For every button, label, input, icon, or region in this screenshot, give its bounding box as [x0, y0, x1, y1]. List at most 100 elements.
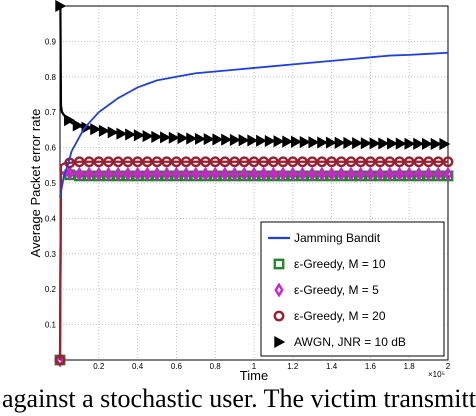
- marker-egreedy-m20: [219, 156, 231, 168]
- legend-label: ε-Greedy, M = 20: [294, 309, 386, 323]
- marker-egreedy-m5: [326, 166, 337, 182]
- marker-awgn-jnr10: [55, 0, 67, 13]
- marker-egreedy-m20: [374, 156, 386, 168]
- marker-awgn-jnr10: [238, 134, 250, 147]
- marker-egreedy-m5: [297, 166, 308, 182]
- legend-swatch: [274, 335, 286, 349]
- marker-awgn-jnr10: [273, 135, 285, 148]
- y-tick-label: 0.8: [45, 73, 57, 82]
- marker-awgn-jnr10: [421, 137, 433, 150]
- marker-egreedy-m20: [229, 156, 241, 168]
- marker-egreedy-m20: [345, 156, 357, 168]
- marker-egreedy-m20: [403, 156, 415, 168]
- marker-egreedy-m5: [268, 166, 279, 182]
- marker-awgn-jnr10: [194, 132, 206, 145]
- x-tick-label: 0.4: [132, 362, 144, 371]
- marker-egreedy-m20: [122, 156, 134, 168]
- x-tick-label: 1: [252, 362, 257, 371]
- x-tick-label: 1.8: [404, 362, 416, 371]
- x-tick-label: 0.6: [171, 362, 183, 371]
- x-multiplier-label: ×10⁵: [428, 370, 445, 379]
- legend-item-egreedy-m10: ε-Greedy, M = 10: [273, 257, 386, 271]
- marker-awgn-jnr10: [221, 133, 233, 146]
- marker-awgn-jnr10: [247, 134, 259, 147]
- marker-awgn-jnr10: [378, 137, 390, 150]
- legend-swatch: [274, 282, 284, 298]
- marker-egreedy-m20: [413, 156, 425, 168]
- marker-awgn-jnr10: [125, 128, 137, 141]
- marker-awgn-jnr10: [299, 136, 311, 149]
- marker-egreedy-m5: [191, 166, 201, 182]
- legend-item-jamming-bandit: Jamming Bandit: [268, 231, 381, 245]
- marker-egreedy-m5: [103, 166, 114, 182]
- marker-egreedy-m5: [200, 166, 211, 182]
- marker-egreedy-m20: [306, 156, 318, 168]
- legend-swatch: [273, 258, 285, 270]
- y-tick-label: 0.5: [45, 179, 57, 188]
- marker-awgn-jnr10: [116, 127, 128, 140]
- x-tick-label: 2: [446, 362, 451, 371]
- marker-egreedy-m20: [141, 156, 153, 168]
- marker-awgn-jnr10: [177, 132, 189, 145]
- marker-egreedy-m20: [54, 354, 66, 366]
- marker-egreedy-m5: [375, 166, 385, 182]
- marker-awgn-jnr10: [160, 131, 171, 144]
- series-egreedy-m20: [54, 156, 454, 366]
- marker-egreedy-m5: [346, 166, 356, 182]
- marker-awgn-jnr10: [186, 132, 198, 145]
- legend-label: ε-Greedy, M = 5: [294, 283, 379, 297]
- marker-egreedy-m20: [423, 156, 434, 168]
- series-jamming-bandit: [59, 51, 449, 198]
- tick-labels: 0.2 0.4 0.6 0.8 1 1.2 1.4 1.6 1.8 2 0.1 0.2 0.3 0.4 0.…: [45, 37, 451, 371]
- caption-fragment: against a stochastic user. The victim tr…: [2, 384, 476, 413]
- marker-egreedy-m5: [210, 166, 220, 182]
- marker-egreedy-m5: [356, 166, 366, 182]
- marker-egreedy-m5: [394, 166, 405, 182]
- marker-egreedy-m5: [404, 166, 414, 182]
- marker-egreedy-m5: [249, 166, 259, 182]
- marker-awgn-jnr10: [264, 134, 276, 148]
- x-axis-label: Time: [240, 368, 268, 383]
- marker-egreedy-m20: [258, 156, 270, 168]
- marker-egreedy-m20: [384, 156, 396, 168]
- legend-box: [260, 221, 445, 357]
- marker-awgn-jnr10: [395, 137, 407, 150]
- marker-egreedy-m20: [335, 156, 347, 168]
- legend-label: AWGN, JNR = 10 dB: [294, 335, 406, 349]
- series-layer: [54, 0, 454, 368]
- marker-egreedy-m20: [238, 156, 250, 168]
- marker-egreedy-m5: [307, 166, 317, 182]
- marker-egreedy-m5: [336, 166, 346, 182]
- marker-awgn-jnr10: [256, 134, 268, 147]
- marker-egreedy-m5: [94, 166, 104, 182]
- marker-egreedy-m20: [364, 156, 376, 168]
- marker-awgn-jnr10: [360, 137, 372, 150]
- marker-egreedy-m5: [162, 166, 172, 182]
- marker-awgn-jnr10: [308, 136, 320, 149]
- y-axis-label: Average Packet error rate: [28, 109, 43, 258]
- marker-egreedy-m5: [443, 166, 453, 182]
- legend-item-awgn-jnr10: AWGN, JNR = 10 dB: [274, 335, 406, 349]
- marker-awgn-jnr10: [369, 137, 381, 150]
- marker-egreedy-m20: [132, 156, 144, 168]
- x-tick-label: 1.4: [326, 362, 338, 371]
- legend-item-egreedy-m5: ε-Greedy, M = 5: [274, 282, 379, 298]
- marker-egreedy-m20: [161, 156, 173, 168]
- y-tick-label: 0.6: [45, 144, 57, 153]
- marker-egreedy-m5: [142, 166, 152, 182]
- marker-egreedy-m5: [65, 165, 75, 181]
- y-tick-label: 0.2: [45, 285, 57, 294]
- marker-egreedy-m20: [297, 156, 308, 168]
- marker-egreedy-m5: [414, 166, 424, 182]
- marker-awgn-jnr10: [133, 129, 145, 142]
- marker-egreedy-m20: [277, 156, 289, 168]
- x-tick-label: 1.2: [287, 362, 299, 371]
- marker-awgn-jnr10: [413, 137, 425, 150]
- marker-awgn-jnr10: [404, 137, 416, 150]
- marker-egreedy-m20: [432, 156, 444, 168]
- marker-awgn-jnr10: [325, 136, 337, 149]
- marker-awgn-jnr10: [64, 114, 75, 127]
- x-tick-label: 0.2: [93, 362, 105, 371]
- marker-egreedy-m5: [84, 166, 94, 182]
- legend-label: Jamming Bandit: [294, 231, 381, 245]
